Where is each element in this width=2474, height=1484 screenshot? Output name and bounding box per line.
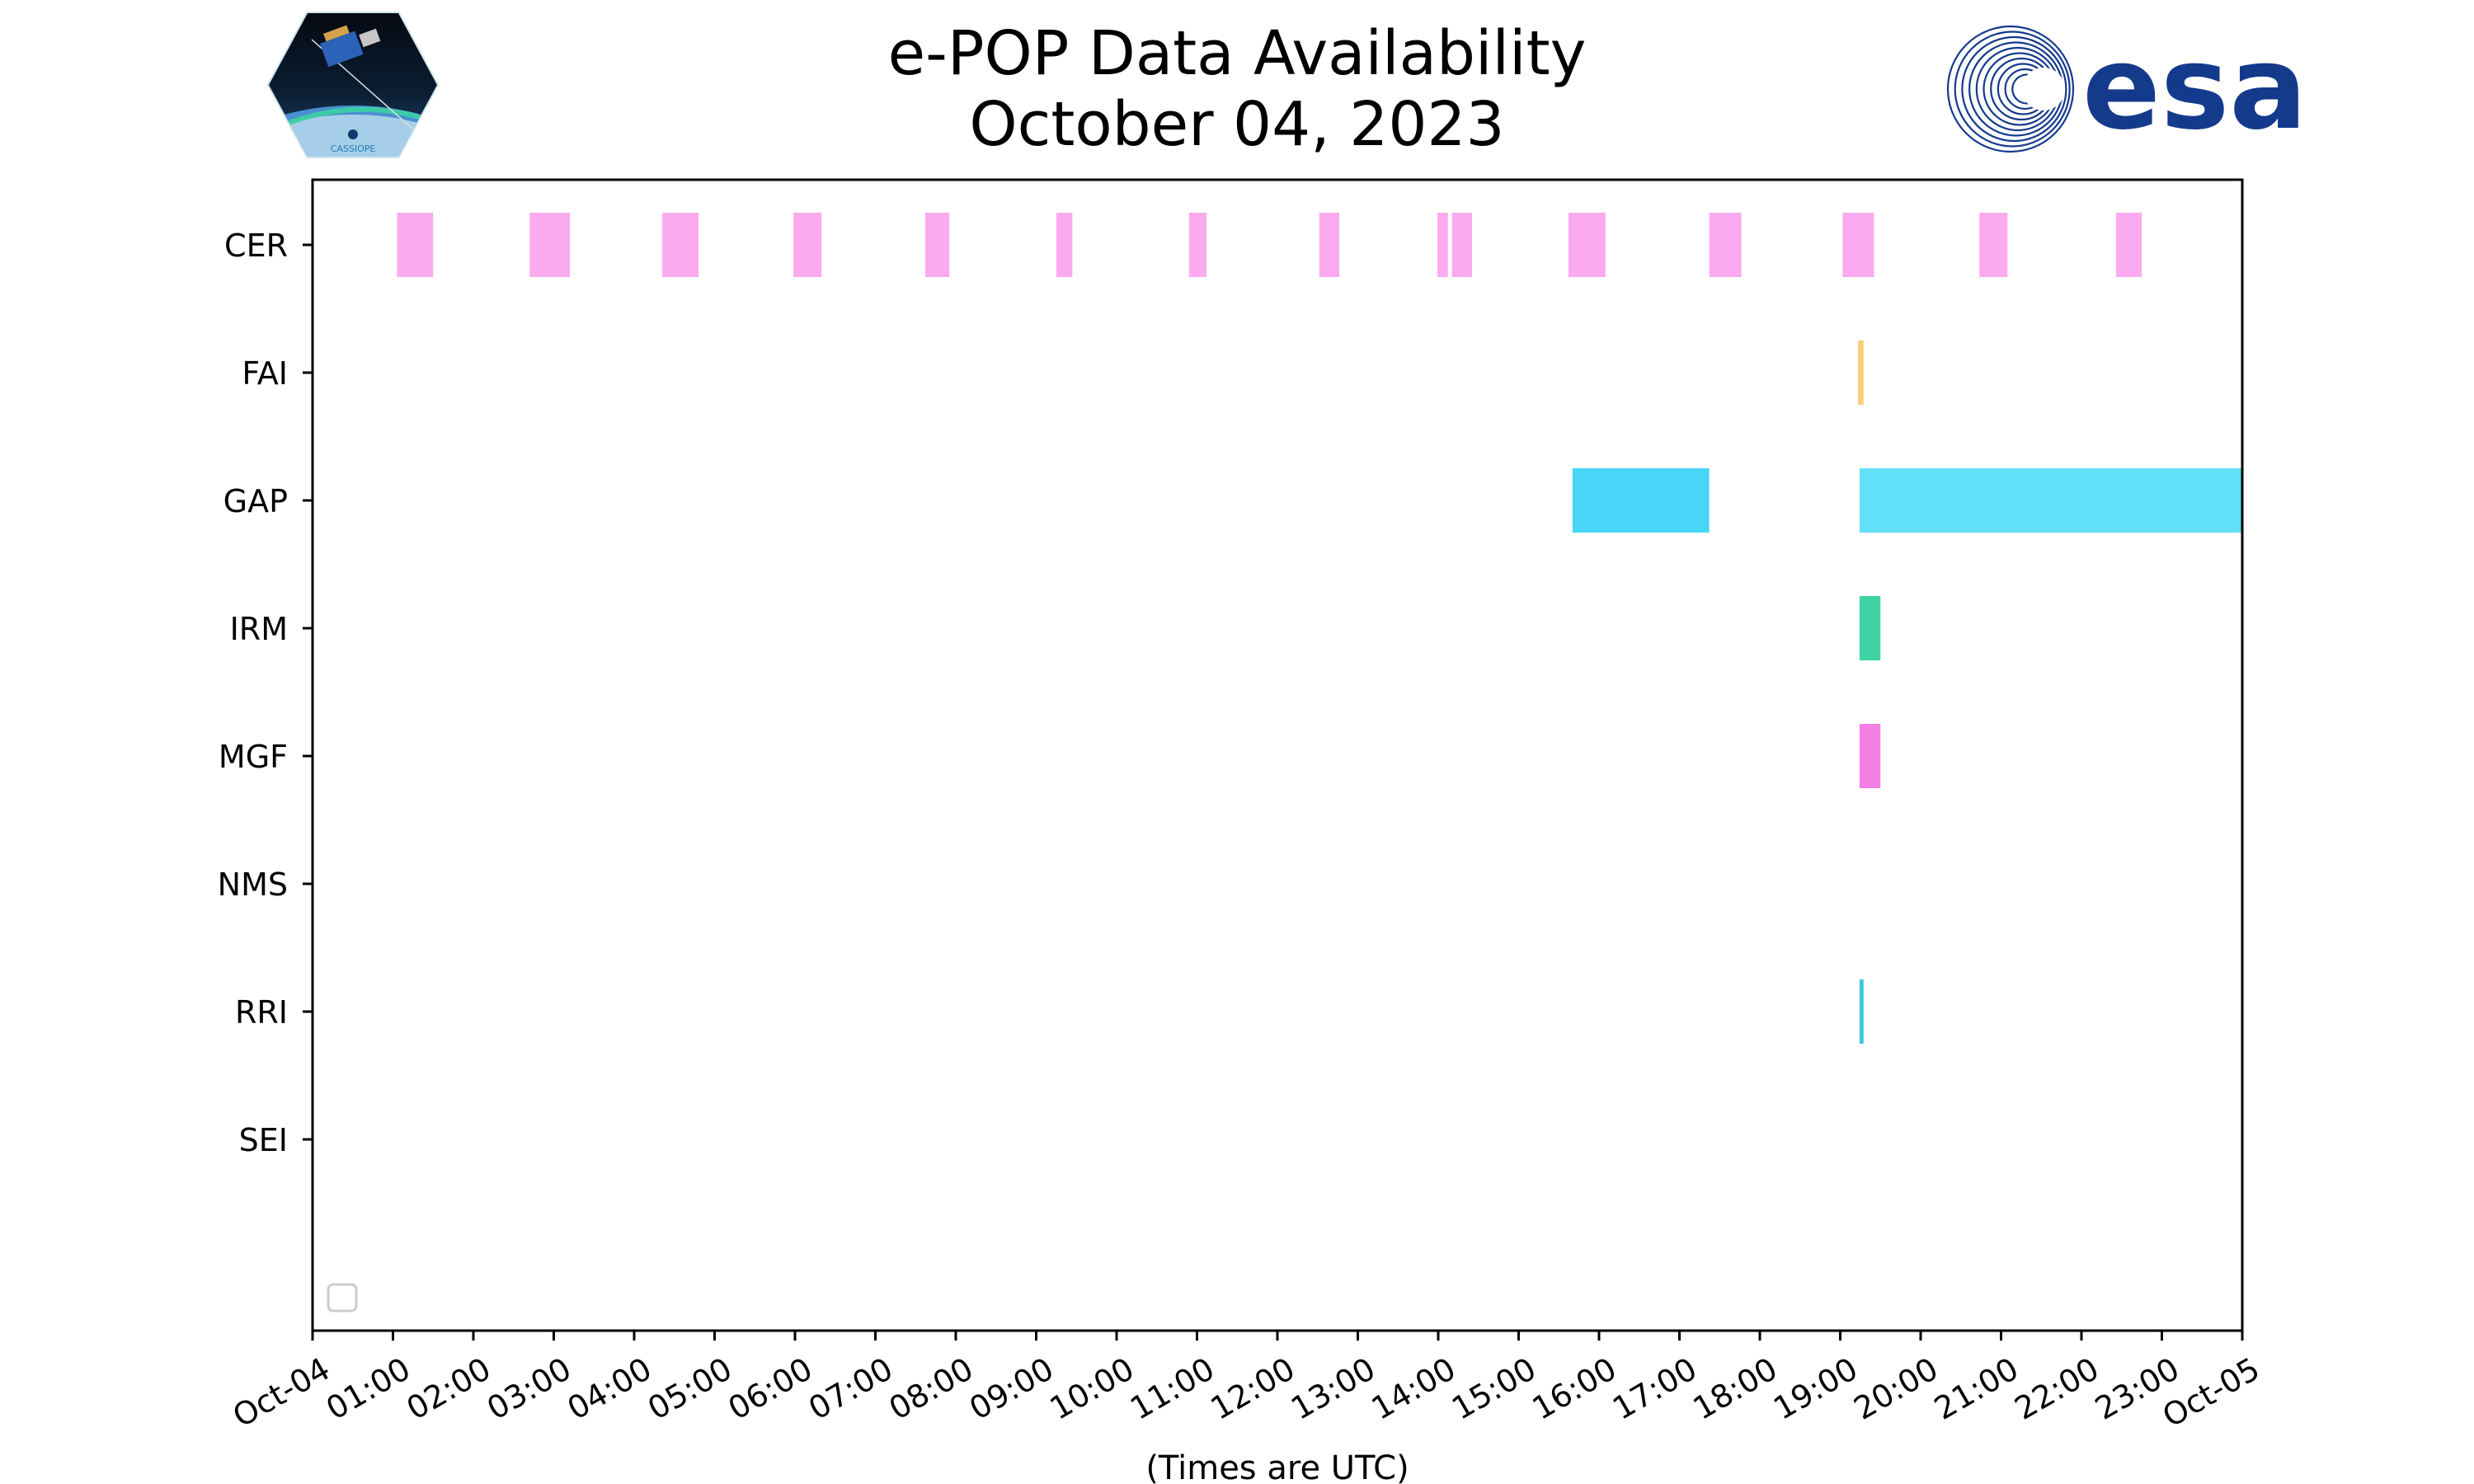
- chart-subtitle: October 04, 2023: [969, 89, 1505, 160]
- x-tick-label: 15:00: [1446, 1350, 1542, 1427]
- x-tick-label: Oct-04: [227, 1350, 336, 1435]
- x-axis-label: (Times are UTC): [1145, 1449, 1409, 1484]
- x-tick-label: 07:00: [802, 1350, 899, 1427]
- x-tick-label: 14:00: [1366, 1350, 1462, 1427]
- availability-bar-cer: [1709, 213, 1742, 277]
- plot-frame: [311, 178, 2244, 1332]
- x-tick-label: 19:00: [1767, 1350, 1864, 1427]
- chart-title: e-POP Data Availability: [887, 18, 1587, 89]
- x-tick-label: 21:00: [1928, 1350, 2025, 1427]
- esa-ring-center: [2022, 68, 2065, 110]
- availability-bar-irm: [1859, 596, 1881, 660]
- availability-bar-cer: [924, 213, 950, 277]
- x-tick-label: 08:00: [883, 1350, 980, 1427]
- esa-logo: esa: [1946, 23, 2307, 155]
- x-tick-label: 18:00: [1687, 1350, 1784, 1427]
- availability-bar-cer: [1568, 213, 1606, 277]
- availability-bar-cer: [793, 213, 822, 277]
- availability-bar-cer: [529, 213, 570, 277]
- y-tick-label-gap: GAP: [223, 483, 288, 519]
- y-tick-label-irm: IRM: [230, 611, 288, 647]
- x-tick-label: 06:00: [722, 1350, 819, 1427]
- x-tick-label: 02:00: [401, 1350, 497, 1427]
- y-tick-label-cer: CER: [224, 228, 288, 264]
- x-tick-label: 12:00: [1205, 1350, 1301, 1427]
- y-tick-label-fai: FAI: [242, 355, 288, 392]
- svg-text:esa: esa: [2082, 23, 2307, 155]
- availability-bar-cer: [1979, 213, 2008, 277]
- availability-bar-fai: [1857, 340, 1864, 405]
- y-tick-label-mgf: MGF: [219, 739, 288, 775]
- esa-ring: [1954, 31, 2071, 148]
- availability-bar-cer: [2115, 213, 2142, 277]
- x-tick-label: 13:00: [1285, 1350, 1381, 1427]
- availability-bar-gap: [1859, 468, 2242, 533]
- esa-ring: [1961, 35, 2067, 143]
- esa-ring: [1946, 25, 2075, 153]
- x-tick-label: 16:00: [1526, 1350, 1623, 1427]
- availability-bar-rri: [1859, 979, 1864, 1044]
- availability-bar-mgf: [1859, 724, 1881, 788]
- svg-text:CASSIOPE: CASSIOPE: [331, 143, 376, 154]
- availability-bar-cer: [397, 213, 434, 277]
- x-tick-label: 10:00: [1044, 1350, 1141, 1427]
- x-tick-label: 05:00: [642, 1350, 738, 1427]
- availability-bar-cer: [1056, 213, 1073, 277]
- x-tick-label: 09:00: [963, 1350, 1060, 1427]
- y-tick-label-sei: SEI: [239, 1122, 288, 1158]
- x-tick-label: 20:00: [1848, 1350, 1945, 1427]
- availability-bar-cer: [662, 213, 698, 277]
- x-tick-label: 03:00: [481, 1350, 577, 1427]
- x-tick-label: 17:00: [1606, 1350, 1703, 1427]
- x-tick-label: 01:00: [320, 1350, 416, 1427]
- cassiope-logo: CASSIOPE: [266, 12, 440, 158]
- legend-box: [327, 1283, 358, 1313]
- x-tick-label: 04:00: [562, 1350, 658, 1427]
- availability-bar-cer: [1451, 213, 1472, 277]
- x-tick-label: 11:00: [1124, 1350, 1221, 1427]
- availability-bar-cer: [1188, 213, 1207, 277]
- availability-bar-gap: [1572, 468, 1710, 533]
- availability-bar-cer: [1319, 213, 1340, 277]
- y-tick-label-nms: NMS: [218, 866, 288, 903]
- x-tick-label: 22:00: [2009, 1350, 2105, 1427]
- availability-bar-cer: [1842, 213, 1874, 277]
- availability-bar-cer: [1437, 213, 1448, 277]
- y-tick-label-rri: RRI: [235, 994, 288, 1031]
